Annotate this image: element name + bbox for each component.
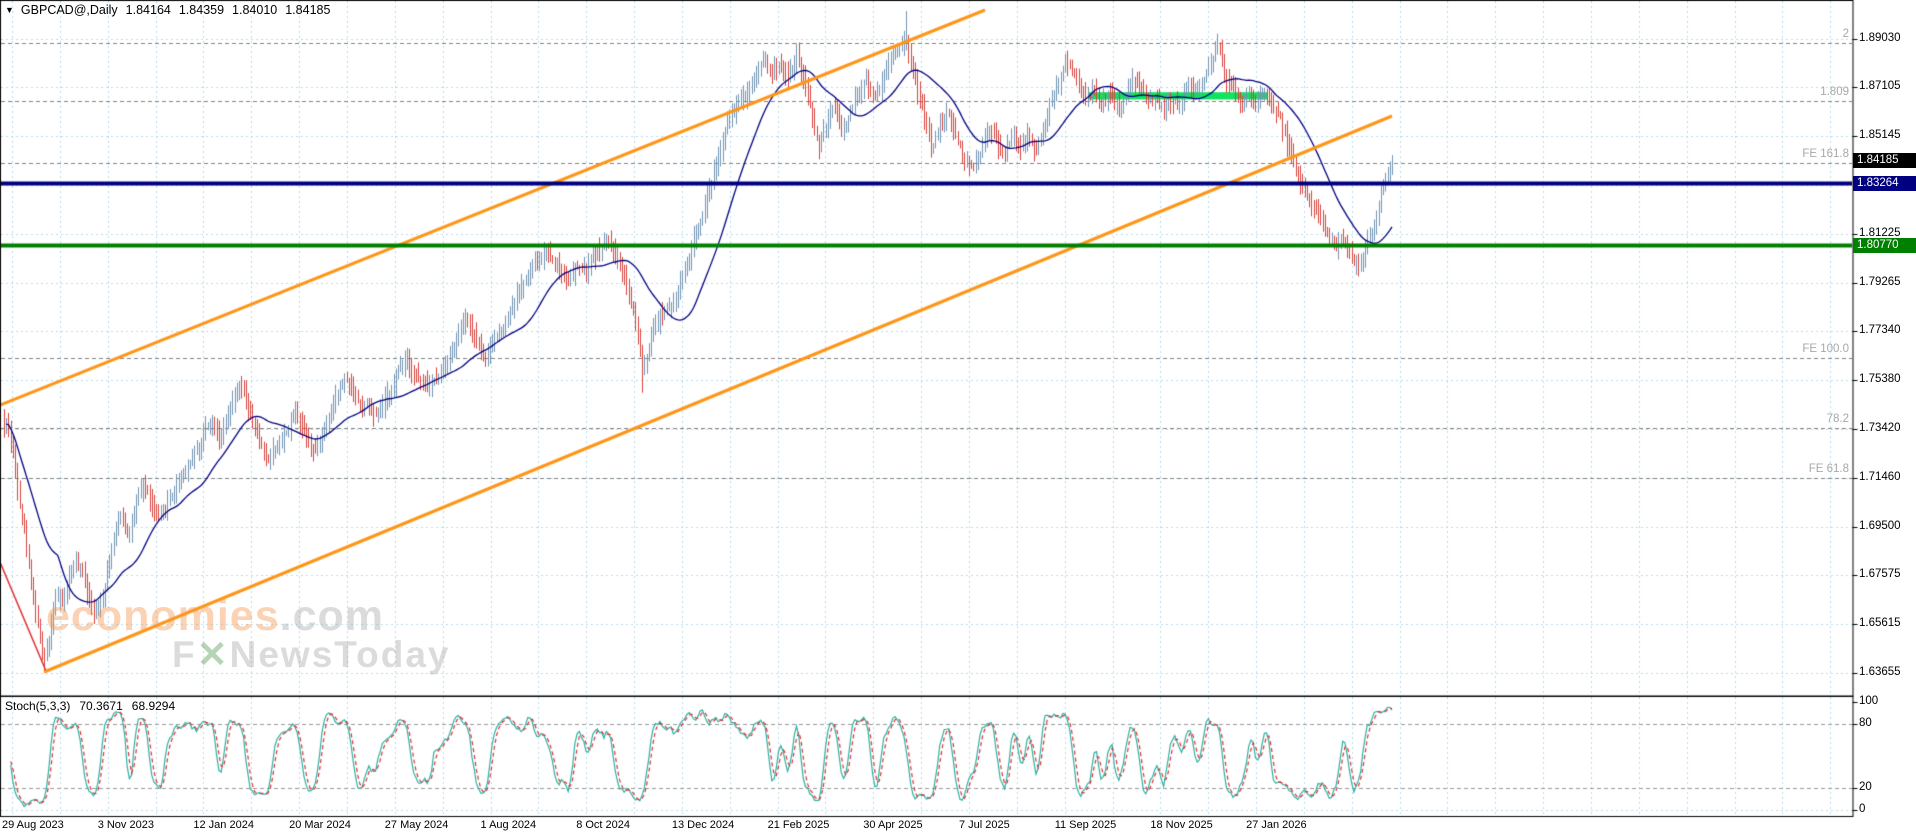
price-axis-label: 1.71460 xyxy=(1859,470,1901,483)
date-axis-label: 8 Oct 2024 xyxy=(576,819,631,831)
price-axis-label: 1.63655 xyxy=(1859,666,1901,678)
price-axis-label: 1.69500 xyxy=(1859,519,1901,532)
date-axis-label: 18 Nov 2025 xyxy=(1150,819,1213,831)
stoch-k-value: 70.3671 xyxy=(79,699,123,713)
chart-title-bar: ▼ GBPCAD@,Daily 1.84164 1.84359 1.84010 1.841… xyxy=(5,3,330,17)
stoch-name: Stoch(5,3,3) xyxy=(5,699,71,713)
date-axis-label: 13 Dec 2024 xyxy=(671,819,735,831)
current-price-box: 1.84185 xyxy=(1853,152,1916,168)
fx-cross-icon: ✕ xyxy=(196,634,230,675)
chart-dropdown-icon[interactable]: ▼ xyxy=(5,5,14,15)
fib-level-label: FE 61.8 xyxy=(1808,462,1849,475)
date-axis-label: 21 Feb 2025 xyxy=(767,819,830,831)
stoch-scale-label: 100 xyxy=(1859,695,1879,707)
fib-level-label: 1.809 xyxy=(1820,85,1849,98)
price-axis-label: 1.81225 xyxy=(1859,227,1901,239)
support-price-box: 1.80770 xyxy=(1853,237,1916,253)
date-axis-label: 20 Mar 2024 xyxy=(289,819,351,831)
stoch-scale-label: 0 xyxy=(1859,803,1866,815)
watermark-newstoday-text: NewsToday xyxy=(229,634,451,675)
stoch-scale-label: 20 xyxy=(1859,781,1872,794)
resistance-price-box: 1.83264 xyxy=(1853,175,1916,191)
price-axis-label: 1.85145 xyxy=(1859,129,1901,142)
watermark-brand: economies.com xyxy=(46,592,384,641)
date-axis-label: 12 Jan 2024 xyxy=(193,819,254,831)
stoch-scale-label: 80 xyxy=(1859,716,1872,729)
quote-high: 1.84359 xyxy=(178,3,225,17)
date-axis-label: 3 Nov 2023 xyxy=(97,819,154,831)
watermark-f-text: F xyxy=(172,634,197,675)
date-axis-label: 27 Jan 2026 xyxy=(1246,819,1307,831)
quote-low: 1.84010 xyxy=(232,3,278,17)
price-axis-label: 1.87105 xyxy=(1859,80,1901,93)
date-axis-label: 7 Jul 2025 xyxy=(959,819,1010,831)
fib-level-label: 2 xyxy=(1842,27,1849,40)
date-axis-label: 11 Sep 2025 xyxy=(1054,819,1117,831)
price-axis-label: 1.89030 xyxy=(1859,32,1901,44)
quote-close: 1.84185 xyxy=(285,3,331,17)
watermark-economies-text: economies xyxy=(46,592,280,640)
stoch-d-value: 68.9294 xyxy=(131,699,176,713)
symbol-period-label: GBPCAD@,Daily xyxy=(20,3,118,17)
watermark-tagline: F✕NewsToday xyxy=(172,633,451,676)
fib-level-label: 78.2 xyxy=(1826,412,1849,425)
date-axis-label: 30 Apr 2025 xyxy=(863,819,923,831)
watermark-com-text: .com xyxy=(279,592,385,640)
date-axis-label: 27 May 2024 xyxy=(384,819,449,831)
price-axis-label: 1.73420 xyxy=(1859,422,1901,435)
price-axis-label: 1.65615 xyxy=(1859,617,1901,630)
stoch-indicator-label: Stoch(5,3,3) 70.3671 68.9294 xyxy=(5,699,184,713)
price-axis-label: 1.75380 xyxy=(1859,373,1901,386)
fib-level-label: FE 161.8 xyxy=(1802,147,1849,160)
date-axis-label: 1 Aug 2024 xyxy=(480,819,537,831)
price-axis-label: 1.77340 xyxy=(1859,324,1901,337)
quote-open: 1.84164 xyxy=(125,3,171,17)
fib-level-label: FE 100.0 xyxy=(1802,342,1849,355)
price-axis-label: 1.67575 xyxy=(1859,568,1901,581)
price-axis-label: 1.79265 xyxy=(1859,275,1901,288)
date-axis-label: 29 Aug 2023 xyxy=(2,819,64,831)
